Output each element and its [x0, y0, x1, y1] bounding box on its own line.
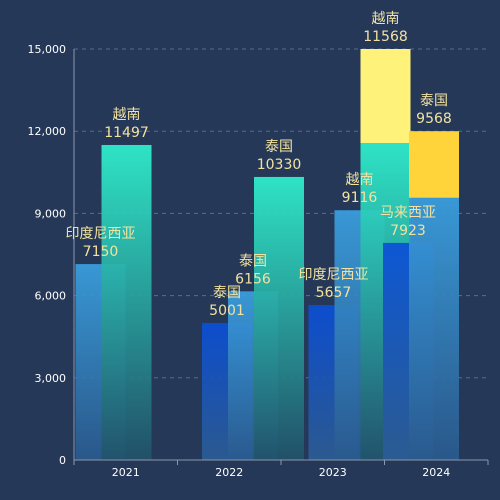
data-label-value: 5657 — [316, 285, 352, 301]
y-tick-label: 3,000 — [35, 372, 67, 385]
data-label-name: 印度尼西亚 — [66, 226, 136, 242]
data-label-name: 泰国 — [239, 253, 267, 269]
bar — [101, 144, 152, 461]
bar-cap — [360, 49, 411, 144]
data-label-name: 泰国 — [420, 93, 448, 109]
x-tick-label: 2022 — [215, 466, 243, 479]
data-label-value: 5001 — [209, 303, 245, 319]
data-label-value: 10330 — [257, 157, 302, 173]
data-label-value: 9116 — [342, 190, 378, 206]
bar — [254, 176, 304, 460]
data-label-name: 泰国 — [265, 139, 293, 155]
data-label-value: 7150 — [83, 244, 119, 260]
data-label-name: 印度尼西亚 — [299, 267, 369, 283]
data-label-value: 9568 — [416, 111, 452, 127]
data-label-name: 马来西亚 — [380, 205, 436, 221]
y-tick-label: 12,000 — [28, 125, 67, 138]
data-label-value: 6156 — [235, 271, 271, 287]
data-label-name: 越南 — [113, 107, 141, 123]
data-label-name: 越南 — [372, 11, 400, 27]
x-tick-label: 2023 — [319, 466, 347, 479]
y-tick-label: 9,000 — [35, 207, 67, 220]
x-tick-label: 2024 — [422, 466, 450, 479]
x-tick-label: 2021 — [112, 466, 140, 479]
bar — [409, 197, 459, 461]
data-label-name: 泰国 — [213, 285, 241, 301]
data-label-value: 7923 — [390, 223, 426, 239]
data-label-value: 11497 — [104, 125, 149, 141]
axes: 0 3,000 6,000 9,000 12,000 15,000 2021 2022 2023… — [28, 43, 489, 479]
data-label-value: 11568 — [363, 29, 408, 45]
y-tick-label: 0 — [59, 454, 66, 467]
bar-cap — [409, 131, 459, 198]
y-tick-label: 15,000 — [28, 43, 67, 56]
data-labels: 印度尼西亚7150越南11497泰国5001泰国6156泰国10330印度尼西亚… — [66, 11, 452, 319]
bars — [75, 49, 459, 461]
y-tick-label: 6,000 — [35, 290, 67, 303]
data-label-name: 越南 — [346, 172, 374, 188]
